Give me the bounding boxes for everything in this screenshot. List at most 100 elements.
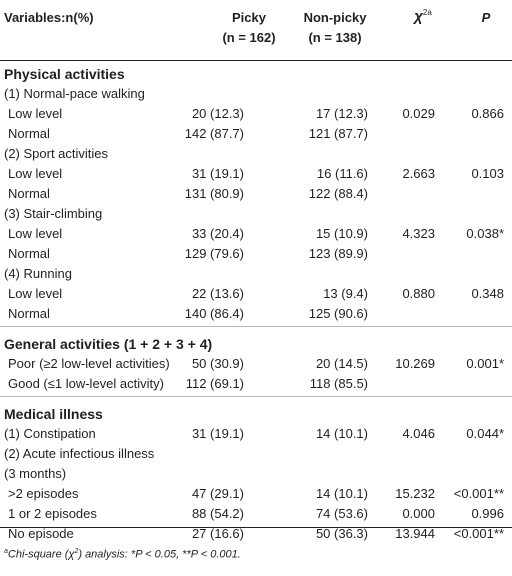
cell-non-picky: 13 (9.4) xyxy=(323,286,368,301)
cell-picky: 20 (12.3) xyxy=(191,106,244,121)
row-label: >2 episodes xyxy=(8,486,79,501)
row-label: (1) Constipation xyxy=(4,426,96,441)
subgroup-label: (2) Sport activities xyxy=(0,144,512,164)
header-non-picky-n: (n = 138) xyxy=(308,30,362,45)
table-row: Normal 140 (86.4) 125 (90.6) xyxy=(0,304,512,324)
cell-non-picky: 122 (88.4) xyxy=(308,186,368,201)
cell-picky: 140 (86.4) xyxy=(184,306,244,321)
cell-non-picky: 15 (10.9) xyxy=(315,226,368,241)
header-picky: Picky xyxy=(232,10,266,25)
subgroup-label: (4) Running xyxy=(0,264,512,284)
cell-picky: 33 (20.4) xyxy=(191,226,244,241)
row-label: (3 months) xyxy=(4,466,67,481)
cell-non-picky: 50 (36.3) xyxy=(315,526,368,541)
table-row: >2 episodes 47 (29.1) 14 (10.1) 15.232 <0.00… xyxy=(0,484,512,504)
cell-non-picky: 20 (14.5) xyxy=(315,356,368,371)
table-header: Variables:n(%) Picky (n = 162) Non-picky… xyxy=(0,0,512,60)
table-row: Low level 31 (19.1) 16 (11.6) 2.663 0.103 xyxy=(0,164,512,184)
header-p-value: P xyxy=(481,10,491,25)
cell-p-value: 0.038* xyxy=(466,226,504,241)
cell-chi-square: 0.880 xyxy=(402,286,435,301)
header-non-picky: Non-picky xyxy=(303,10,367,25)
cell-picky: 47 (29.1) xyxy=(191,486,244,501)
cell-non-picky: 14 (10.1) xyxy=(315,426,368,441)
row-label: Low level xyxy=(8,106,63,121)
section-divider xyxy=(0,396,512,397)
section-divider xyxy=(0,326,512,327)
table-row: Low level 33 (20.4) 15 (10.9) 4.323 0.038* xyxy=(0,224,512,244)
subgroup-label: (1) Normal-pace walking xyxy=(0,84,512,104)
row-label: (4) Running xyxy=(4,266,72,281)
table-row: No episode 27 (16.6) 50 (36.3) 13.944 <0.001… xyxy=(0,524,512,544)
table-row: Low level 22 (13.6) 13 (9.4) 0.880 0.348 xyxy=(0,284,512,304)
row-label: Normal xyxy=(8,246,50,261)
cell-non-picky: 118 (85.5) xyxy=(309,376,368,391)
cell-chi-square: 10.269 xyxy=(395,356,435,371)
table-row: Good (≤1 low-level activity) 112 (69.1) 11… xyxy=(0,374,512,394)
row-label: (3) Stair-climbing xyxy=(4,206,103,221)
section-heading: Physical activities xyxy=(0,64,512,84)
header-picky-n: (n = 162) xyxy=(222,30,276,45)
table-row: Normal 131 (80.9) 122 (88.4) xyxy=(0,184,512,204)
cell-picky: 31 (19.1) xyxy=(191,166,244,181)
table-footnote: aChi-square (χ2) analysis: *P < 0.05, **… xyxy=(4,548,241,561)
cell-chi-square: 2.663 xyxy=(402,166,435,181)
row-label: (2) Acute infectious illness xyxy=(4,446,155,461)
cell-chi-square: 0.029 xyxy=(402,106,435,121)
cell-p-value: <0.001** xyxy=(453,486,504,501)
cell-picky: 31 (19.1) xyxy=(191,426,244,441)
cell-p-value: 0.996 xyxy=(471,506,504,521)
row-label: (2) Sport activities xyxy=(4,146,109,161)
cell-chi-square: 15.232 xyxy=(395,486,435,501)
cell-picky: 22 (13.6) xyxy=(191,286,244,301)
cell-p-value: 0.866 xyxy=(471,106,504,121)
cell-chi-square: 4.046 xyxy=(402,426,435,441)
cell-p-value: <0.001** xyxy=(453,526,504,541)
row-label: Normal xyxy=(8,186,50,201)
section-heading: General activities (1 + 2 + 3 + 4) xyxy=(0,334,512,354)
cell-non-picky: 74 (53.6) xyxy=(315,506,368,521)
row-label: Low level xyxy=(8,166,63,181)
row-label: (1) Normal-pace walking xyxy=(4,86,145,101)
cell-picky: 112 (69.1) xyxy=(185,376,244,391)
row-label: Good (≤1 low-level activity) xyxy=(8,376,164,391)
cell-p-value: 0.044* xyxy=(466,426,504,441)
row-label: Poor (≥2 low-level activities) xyxy=(8,356,170,371)
header-chi-square: χ2a xyxy=(414,8,432,25)
cell-picky: 129 (79.6) xyxy=(184,246,244,261)
cell-p-value: 0.001* xyxy=(466,356,504,371)
table-row: 1 or 2 episodes 88 (54.2) 74 (53.6) 0.000 0.… xyxy=(0,504,512,524)
row-label: Low level xyxy=(8,226,63,241)
row-label: No episode xyxy=(8,526,74,541)
bottom-rule xyxy=(0,527,512,528)
cell-picky: 27 (16.6) xyxy=(191,526,244,541)
cell-non-picky: 121 (87.7) xyxy=(308,126,368,141)
cell-picky: 88 (54.2) xyxy=(191,506,244,521)
row-label: General activities (1 + 2 + 3 + 4) xyxy=(4,336,213,352)
cell-picky: 50 (30.9) xyxy=(191,356,244,371)
table-row: Normal 142 (87.7) 121 (87.7) xyxy=(0,124,512,144)
row-label: Low level xyxy=(8,286,63,301)
cell-chi-square: 0.000 xyxy=(402,506,435,521)
row-label: Normal xyxy=(8,126,50,141)
cell-chi-square: 13.944 xyxy=(395,526,435,541)
cell-p-value: 0.348 xyxy=(471,286,504,301)
header-rule xyxy=(0,60,512,61)
header-variables: Variables:n(%) xyxy=(4,10,94,25)
cell-chi-square: 4.323 xyxy=(402,226,435,241)
row-label: Physical activities xyxy=(4,66,125,82)
table-row: (1) Constipation 31 (19.1) 14 (10.1) 4.046 0… xyxy=(0,424,512,444)
cell-picky: 131 (80.9) xyxy=(184,186,244,201)
subgroup-label: (3 months) xyxy=(0,464,512,484)
cell-non-picky: 17 (12.3) xyxy=(315,106,368,121)
cell-picky: 142 (87.7) xyxy=(184,126,244,141)
table-row: Poor (≥2 low-level activities) 50 (30.9) 2… xyxy=(0,354,512,374)
subgroup-label: (3) Stair-climbing xyxy=(0,204,512,224)
table-row: Normal 129 (79.6) 123 (89.9) xyxy=(0,244,512,264)
row-label: Normal xyxy=(8,306,50,321)
cell-p-value: 0.103 xyxy=(471,166,504,181)
cell-non-picky: 16 (11.6) xyxy=(316,166,368,181)
section-heading: Medical illness xyxy=(0,404,512,424)
cell-non-picky: 123 (89.9) xyxy=(308,246,368,261)
cell-non-picky: 125 (90.6) xyxy=(308,306,368,321)
